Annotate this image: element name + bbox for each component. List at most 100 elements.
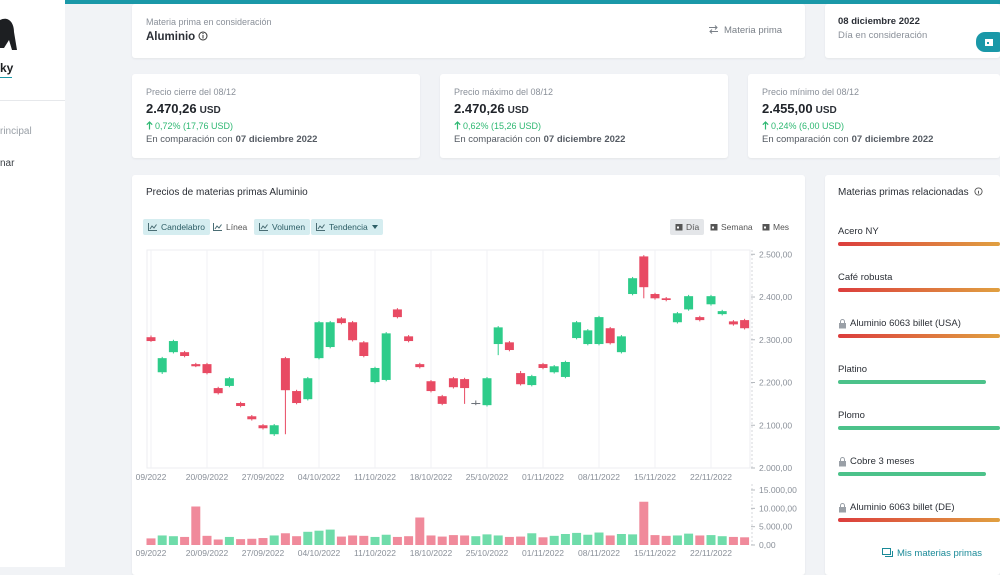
volume-x-tick-label: 25/10/2022 xyxy=(466,548,509,558)
volume-bar xyxy=(661,535,671,545)
candle-body xyxy=(538,364,548,368)
chart-type-button[interactable]: Candelabro xyxy=(143,219,210,235)
calendar-button[interactable] xyxy=(976,32,1000,52)
related-item[interactable]: Plomo xyxy=(838,410,865,421)
candle-body xyxy=(258,425,268,429)
candle-body xyxy=(247,416,257,420)
x-tick-label: 27/09/2022 xyxy=(242,472,285,482)
lock-icon xyxy=(839,457,846,467)
volume-bar xyxy=(448,535,458,545)
volume-bar xyxy=(560,534,570,545)
volume-bar xyxy=(224,536,234,545)
volume-tick-label: 0,00 xyxy=(759,540,776,550)
candle-body xyxy=(527,376,537,386)
date-caption: Día en consideración xyxy=(838,30,928,41)
x-tick-label: 09/2022 xyxy=(136,472,167,482)
chart-type-button[interactable]: Línea xyxy=(208,219,252,235)
candle-body xyxy=(672,313,682,323)
volume-x-tick-label: 09/2022 xyxy=(136,548,167,558)
candle-body xyxy=(146,337,156,342)
chart-type-button[interactable]: Tendencia xyxy=(311,219,383,235)
volume-tick-label: 5.000,00 xyxy=(759,522,792,532)
related-item[interactable]: Acero NY xyxy=(838,226,879,237)
plot-area xyxy=(146,249,751,469)
candle-body xyxy=(572,322,582,339)
related-item[interactable]: Aluminio 6063 billet (DE) xyxy=(850,502,955,513)
up-arrow xyxy=(762,121,769,130)
nav-item[interactable]: nar xyxy=(0,158,15,169)
volume-bar xyxy=(437,536,447,545)
volume-bar xyxy=(269,535,279,545)
stat-value-row: 2.470,26 USD xyxy=(146,100,221,118)
volume-tick-label: 10.000,00 xyxy=(759,503,797,513)
button-icon xyxy=(259,223,268,231)
volume-bar xyxy=(594,532,604,545)
related-title: Materias primas relacionadas xyxy=(838,187,983,198)
volume-bar xyxy=(460,535,470,545)
volume-bar xyxy=(180,536,190,545)
period-button[interactable]: Día xyxy=(670,219,705,235)
related-link[interactable]: Mis materias primas xyxy=(882,548,982,559)
volume-bar xyxy=(538,537,548,545)
volume-bar xyxy=(493,535,503,545)
volume-bar xyxy=(706,535,716,545)
y-tick-label: 2.000,00 xyxy=(759,463,792,473)
date: 08 diciembre 2022 xyxy=(838,16,920,27)
calendar-icon xyxy=(762,224,770,231)
commodity-button[interactable]: Materia prima xyxy=(708,25,782,36)
related-item[interactable]: Platino xyxy=(838,364,868,375)
stat-value: 2.470,26 xyxy=(146,101,197,116)
volume-bar xyxy=(213,539,223,545)
candle-body xyxy=(728,321,738,325)
stat-change-row: 0,24% (6,00 USD) xyxy=(762,121,844,131)
up-arrow xyxy=(146,121,153,130)
volume-bar xyxy=(426,535,436,545)
stat-compare: En comparación con xyxy=(146,134,233,145)
volume-bar xyxy=(280,533,290,545)
candle-body xyxy=(460,379,470,389)
volume-bar xyxy=(672,535,682,545)
nav-item[interactable]: rincipal xyxy=(0,126,32,137)
stat-change: 0,62% (15,26 USD) xyxy=(463,121,542,131)
link-text: Mis materias primas xyxy=(897,548,982,559)
stat-value-row: 2.455,00 USD xyxy=(762,100,837,118)
y-tick-label: 2.300,00 xyxy=(759,335,792,345)
stat-unit: USD xyxy=(507,105,529,116)
related-bar xyxy=(838,472,986,476)
period-button[interactable]: Mes xyxy=(757,219,794,235)
related-item[interactable]: Cobre 3 meses xyxy=(850,456,915,467)
volume-bar xyxy=(303,531,313,545)
volume-bar xyxy=(348,535,358,545)
volume-x-tick-label: 11/10/2022 xyxy=(354,548,396,558)
candle-body xyxy=(684,296,694,310)
candle-body xyxy=(348,322,358,341)
button-text: Materia prima xyxy=(724,25,783,36)
header-card: Materia prima en consideración Aluminio … xyxy=(132,4,805,58)
link-icon xyxy=(882,548,893,557)
candle-body xyxy=(359,342,369,357)
volume-bar xyxy=(482,534,492,545)
volume-bar xyxy=(359,535,369,545)
volume-bar xyxy=(471,536,481,545)
candle-body xyxy=(213,388,223,394)
logo xyxy=(0,18,17,50)
lock-icon xyxy=(839,319,846,329)
volume-bar xyxy=(684,533,694,545)
volume-bar xyxy=(202,535,212,545)
x-tick-label: 25/10/2022 xyxy=(466,472,509,482)
candle-body xyxy=(325,322,335,348)
volume-x-tick-label: 01/11/2022 xyxy=(522,548,564,558)
volume-bar xyxy=(527,533,537,545)
related-item[interactable]: Aluminio 6063 billet (USA) xyxy=(850,318,961,329)
candle-body xyxy=(560,361,570,377)
volume-x-tick-label: 04/10/2022 xyxy=(298,548,341,558)
candle-body xyxy=(493,327,503,345)
stat-label: Precio máximo del 08/12 xyxy=(454,87,554,97)
related-item[interactable]: Café robusta xyxy=(838,272,893,283)
brand: ky xyxy=(0,61,14,75)
volume-bar xyxy=(247,538,257,545)
candle-body xyxy=(370,367,380,383)
chart-type-button[interactable]: Volumen xyxy=(254,219,311,235)
period-button[interactable]: Semana xyxy=(705,219,758,235)
commodity: Aluminio xyxy=(146,31,208,43)
